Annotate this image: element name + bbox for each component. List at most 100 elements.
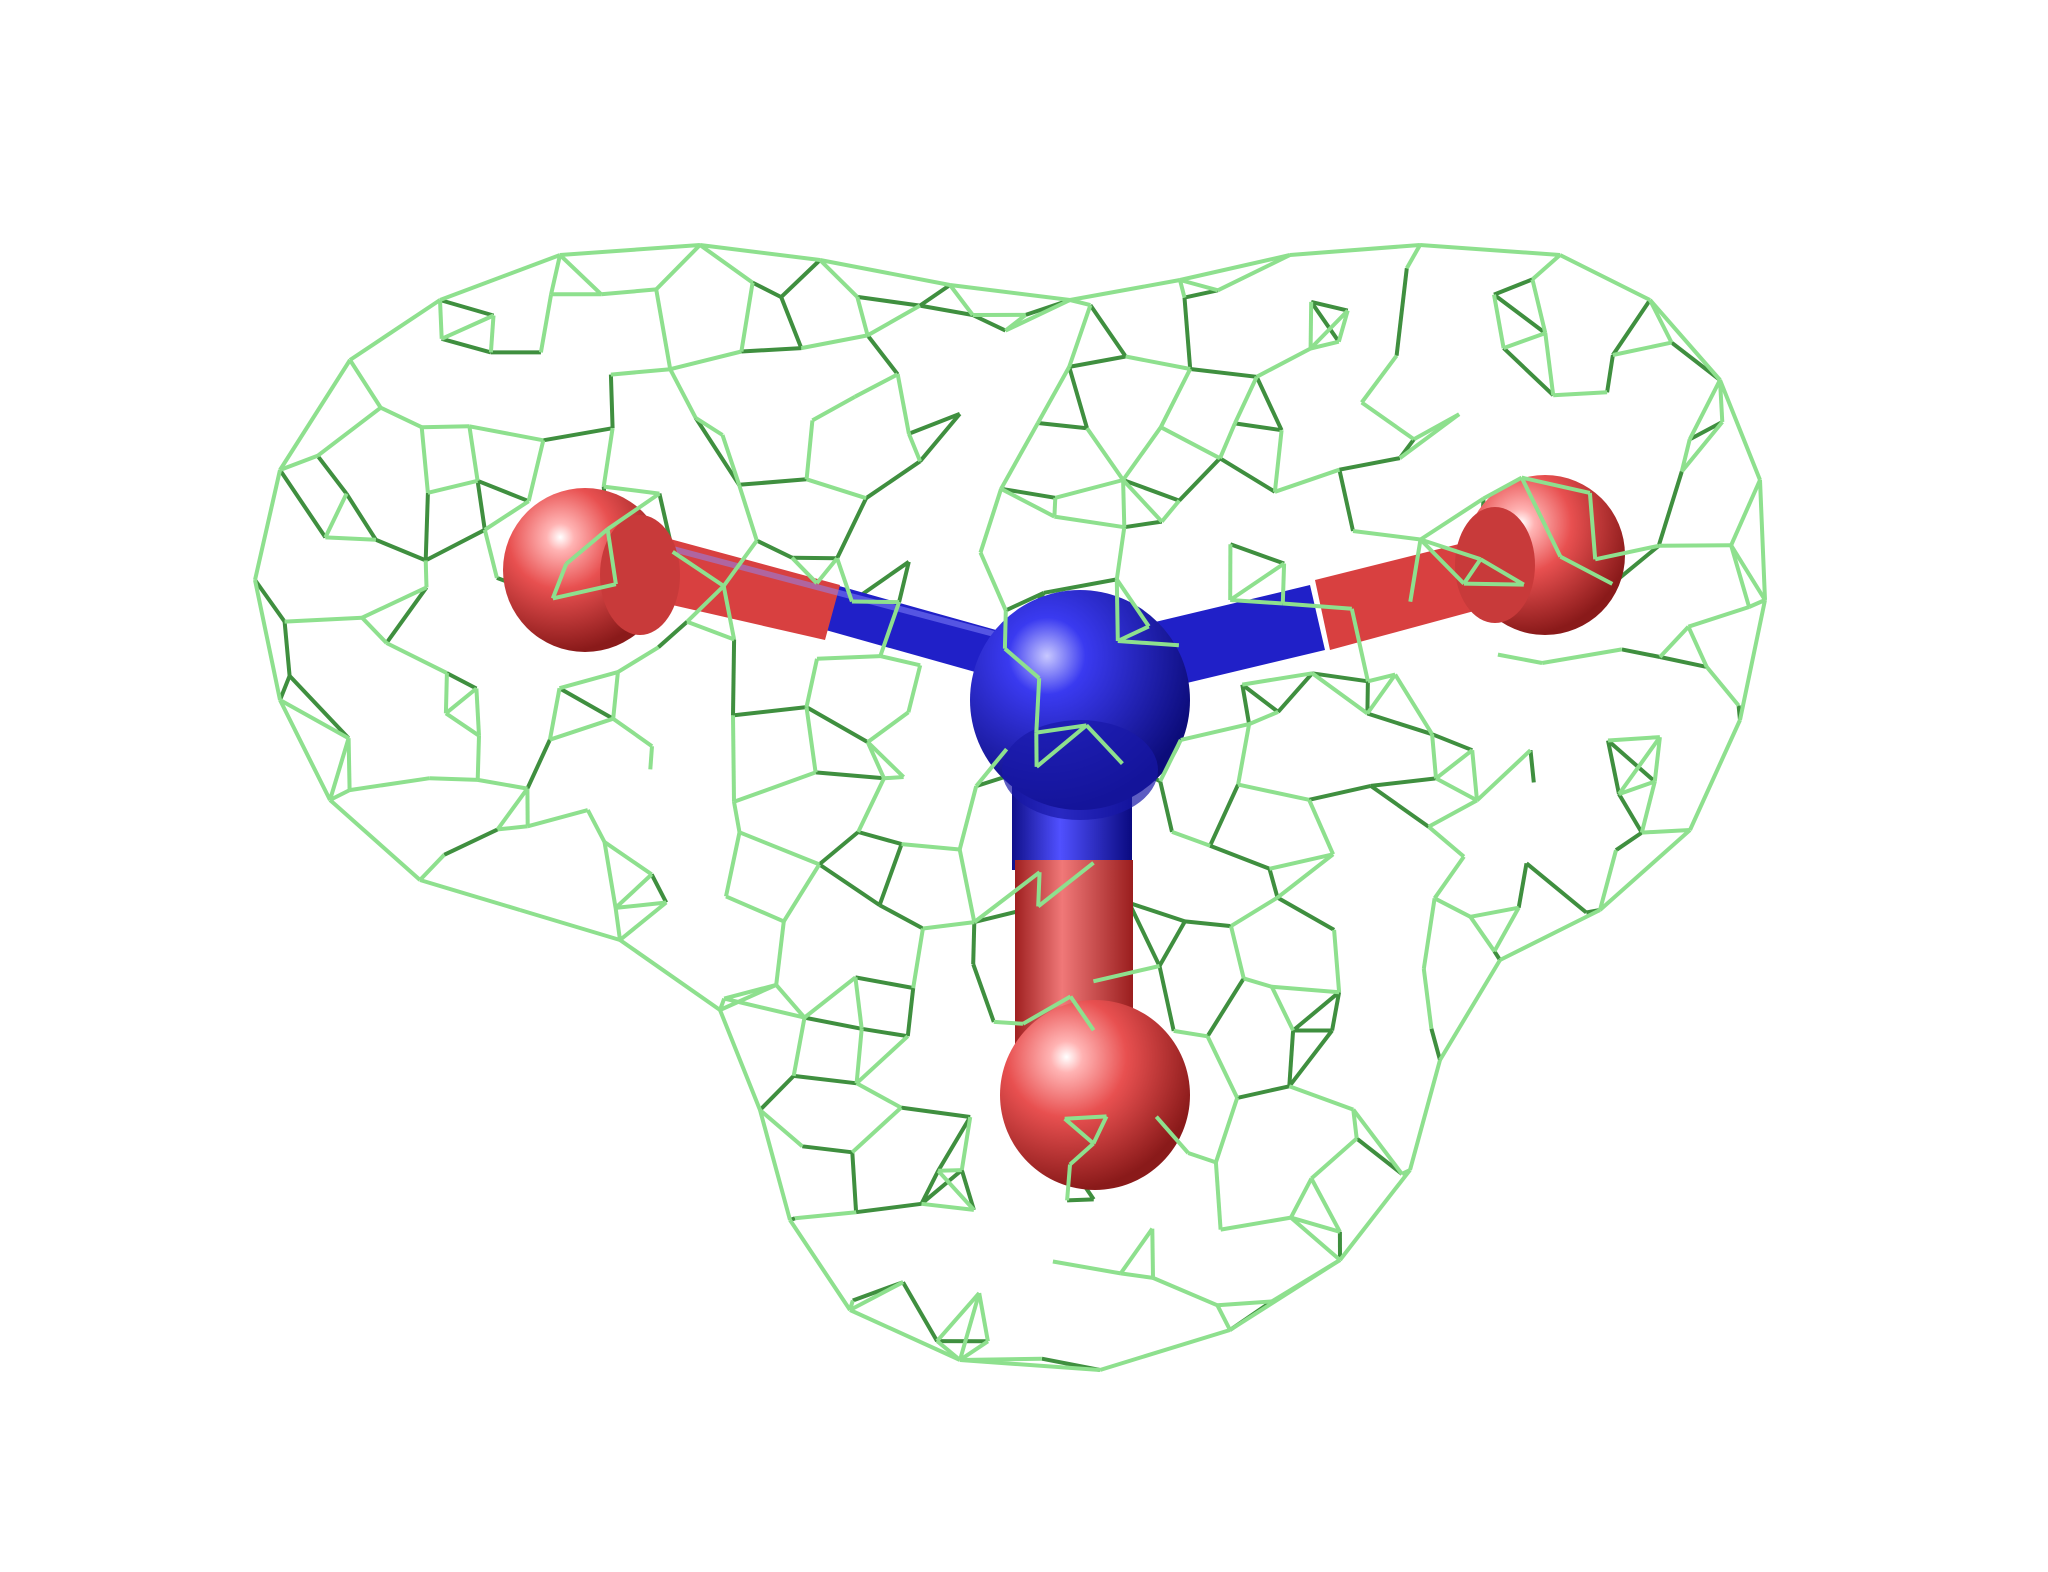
mesh-edge-front	[851, 599, 900, 605]
mesh-edge-outline	[1099, 1328, 1231, 1372]
mesh-edge-front	[1433, 896, 1472, 919]
mesh-edge-back	[971, 313, 1007, 333]
mesh-edge-back	[900, 1105, 971, 1119]
mesh-edge-outline	[328, 798, 422, 882]
mesh-edge-front	[552, 582, 617, 601]
mesh-edge-front	[361, 585, 428, 620]
mesh-edge-front	[346, 738, 352, 791]
mesh-edge-back	[1127, 902, 1162, 967]
mesh-edge-front	[1419, 538, 1466, 586]
mesh-edge-front	[444, 686, 478, 715]
mesh-edge-back	[779, 258, 822, 299]
mesh-edge-front	[1479, 557, 1525, 587]
mesh-edge-outline	[699, 243, 821, 262]
mesh-edge-front	[1248, 710, 1279, 726]
mesh-edge-front	[538, 293, 554, 353]
mesh-edge-front	[1229, 561, 1286, 602]
mesh-edge-back	[855, 1201, 922, 1215]
mesh-edge-back	[1276, 671, 1314, 714]
mesh-edge-front	[1085, 427, 1125, 482]
mesh-edge-back	[1492, 950, 1502, 962]
mesh-edge-back	[877, 843, 904, 906]
mesh-edge-front	[738, 830, 821, 867]
mesh-edge-front	[611, 671, 620, 719]
mesh-edge-outline	[1438, 958, 1502, 1062]
mesh-edge-front	[616, 645, 660, 674]
mesh-edge-front	[811, 394, 856, 423]
mesh-edge-back	[1370, 776, 1437, 788]
mesh-edge-front	[782, 863, 821, 923]
mesh-edge-front	[605, 528, 618, 585]
mesh-edge-outline	[1738, 599, 1767, 721]
mesh-edge-back	[919, 303, 974, 317]
mesh-edge-front	[1271, 984, 1340, 995]
mesh-edge-front	[1521, 475, 1591, 495]
mesh-edge-back	[608, 374, 615, 429]
mesh-edge-back	[971, 963, 996, 1023]
mesh-edge-front	[804, 420, 815, 480]
mesh-edge-front	[1641, 828, 1691, 835]
mesh-edge-front	[907, 433, 922, 463]
mesh-edge-front	[1270, 985, 1295, 1032]
mesh-edge-outline	[1069, 278, 1181, 302]
mesh-edge-back	[1157, 920, 1187, 967]
mesh-edge-back	[1502, 346, 1555, 397]
mesh-edge-front	[1352, 529, 1421, 542]
mesh-edge-front	[601, 287, 657, 297]
mesh-edge-front	[1307, 798, 1335, 856]
mesh-edge-front	[758, 1108, 804, 1148]
mesh-edge-front	[477, 777, 528, 791]
mesh-edge-front	[1255, 346, 1312, 379]
mesh-edge-front	[323, 492, 349, 539]
mesh-edge-front	[1612, 340, 1673, 357]
mesh-edge-front	[1121, 479, 1127, 528]
mesh-edge-back	[1493, 277, 1534, 297]
atom-o-left-bond-cap	[600, 515, 680, 635]
mesh-edge-back	[936, 1115, 972, 1172]
mesh-edge-back	[439, 298, 495, 318]
mesh-edge-back	[1067, 366, 1089, 429]
mesh-edge-back	[866, 334, 900, 376]
mesh-edge-back	[920, 1168, 964, 1206]
mesh-edge-front	[483, 499, 530, 532]
mesh-edge-front	[800, 333, 868, 351]
mesh-edge-back	[1617, 793, 1644, 834]
mesh-edge-back	[1330, 991, 1342, 1031]
mesh-edge-back	[732, 705, 807, 718]
mesh-edge-back	[755, 538, 793, 560]
mesh-edge-front	[279, 453, 319, 472]
mesh-edge-back	[1158, 780, 1174, 833]
mesh-edge-front	[586, 809, 607, 843]
molecule	[503, 475, 1625, 1190]
mesh-edge-front	[1492, 294, 1506, 349]
mesh-edge-front	[1114, 579, 1120, 642]
mesh-edge-front	[1470, 905, 1520, 919]
mesh-edge-front	[1064, 1114, 1107, 1121]
mesh-edge-front	[1468, 915, 1497, 953]
mesh-edge-front	[1652, 736, 1662, 782]
mesh-edge-back	[818, 830, 860, 866]
mesh-edge-front	[722, 539, 759, 588]
mesh-edge-back	[878, 903, 924, 931]
mesh-edge-front	[1217, 1299, 1272, 1308]
mesh-edge-back	[1068, 354, 1127, 369]
mesh-edge-outline	[1408, 1059, 1442, 1171]
mesh-edge-back	[1157, 965, 1176, 1032]
mesh-edge-front	[475, 735, 481, 780]
mesh-edge-front	[1091, 1115, 1109, 1145]
mesh-edge-front	[654, 243, 702, 291]
mesh-edge-back	[476, 478, 530, 504]
mesh-edge-back	[855, 975, 914, 990]
mesh-edge-front	[1236, 723, 1252, 785]
mesh-edge-front	[1432, 855, 1466, 900]
mesh-edge-front	[1531, 253, 1562, 281]
mesh-edge-front	[1349, 608, 1370, 682]
mesh-edge-back	[804, 1015, 863, 1031]
mesh-edge-back	[445, 671, 478, 691]
mesh-edge-back	[542, 426, 613, 443]
mesh-edge-front	[1679, 438, 1692, 472]
mesh-edge-front	[379, 405, 423, 430]
mesh-edge-back	[344, 492, 378, 541]
mesh-edge-front	[1559, 554, 1614, 586]
mesh-edge-front	[850, 1106, 903, 1154]
